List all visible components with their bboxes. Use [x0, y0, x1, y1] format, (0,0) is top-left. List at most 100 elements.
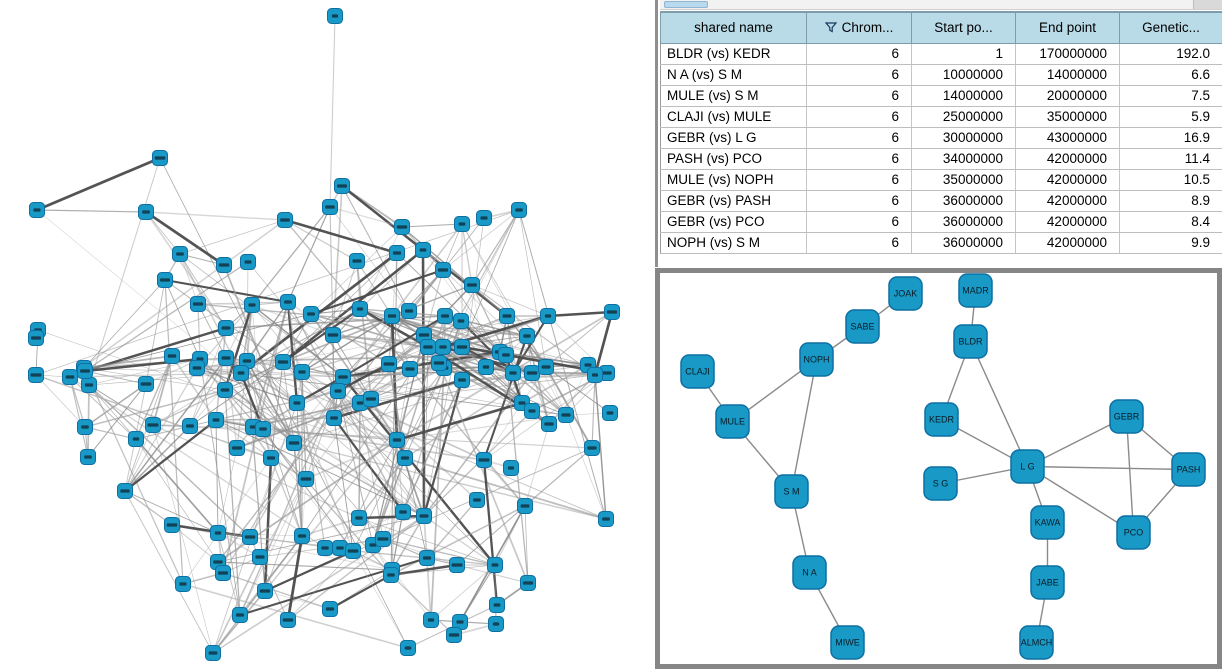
overview-network-node[interactable]: [62, 369, 78, 385]
overview-network-node[interactable]: [327, 8, 343, 24]
network-edge[interactable]: [215, 361, 284, 421]
network-edge[interactable]: [287, 550, 354, 621]
overview-network-node[interactable]: [453, 313, 469, 329]
network-edge[interactable]: [124, 424, 154, 492]
overview-network-node[interactable]: [489, 597, 505, 613]
overview-network-node[interactable]: [240, 254, 256, 270]
network-edge[interactable]: [310, 313, 390, 365]
network-edge[interactable]: [359, 374, 596, 404]
network-edge[interactable]: [282, 308, 361, 363]
network-edge[interactable]: [372, 457, 406, 546]
overview-network-node[interactable]: [584, 440, 600, 456]
overview-network-node[interactable]: [128, 431, 144, 447]
network-edge[interactable]: [333, 417, 398, 441]
network-edge[interactable]: [212, 556, 261, 654]
network-edge[interactable]: [547, 310, 613, 318]
overview-network-node[interactable]: [229, 440, 245, 456]
network-edge[interactable]: [305, 439, 398, 480]
network-edge[interactable]: [396, 401, 523, 442]
network-edge[interactable]: [124, 490, 214, 654]
network-edge[interactable]: [35, 209, 520, 376]
network-edge[interactable]: [342, 315, 446, 378]
overview-network-node[interactable]: [164, 348, 180, 364]
network-edge[interactable]: [36, 156, 161, 212]
overview-network-node[interactable]: [210, 525, 226, 541]
table-horizontal-scrollbar[interactable]: [660, 0, 1222, 10]
network-edge[interactable]: [296, 402, 303, 537]
detail-node-gebr[interactable]: GEBR: [1109, 399, 1144, 434]
network-edge[interactable]: [135, 355, 173, 440]
network-edge[interactable]: [293, 442, 607, 520]
network-edge[interactable]: [310, 308, 361, 315]
network-edge[interactable]: [301, 346, 429, 537]
overview-network-node[interactable]: [334, 178, 350, 194]
detail-edge-bldr-l-g[interactable]: [969, 341, 1029, 467]
network-edge[interactable]: [459, 564, 496, 623]
overview-network-node[interactable]: [263, 450, 279, 466]
network-edge[interactable]: [197, 303, 284, 363]
network-edge[interactable]: [461, 346, 523, 404]
network-edge[interactable]: [329, 206, 334, 336]
detail-node-miwe[interactable]: MIWE: [830, 625, 865, 660]
overview-network-node[interactable]: [294, 528, 310, 544]
network-edge[interactable]: [483, 459, 526, 507]
overview-network-node[interactable]: [446, 627, 462, 643]
network-edge[interactable]: [189, 327, 227, 427]
network-edge[interactable]: [456, 564, 529, 584]
network-edge[interactable]: [359, 372, 514, 404]
table-row[interactable]: PASH (vs) PCO 6 34000000 42000000 11.4: [660, 148, 1222, 170]
network-edge[interactable]: [270, 457, 303, 537]
table-row[interactable]: N A (vs) S M 6 10000000 14000000 6.6: [660, 64, 1222, 86]
network-edge[interactable]: [286, 535, 304, 621]
network-edge[interactable]: [396, 414, 567, 441]
overview-network-node[interactable]: [80, 449, 96, 465]
detail-node-s-g[interactable]: S G: [923, 466, 958, 501]
network-edge[interactable]: [259, 547, 326, 558]
detail-node-bldr[interactable]: BLDR: [953, 324, 988, 359]
network-edge[interactable]: [482, 459, 499, 606]
overview-network-node[interactable]: [317, 540, 333, 556]
overview-network-node[interactable]: [280, 612, 296, 628]
network-edge[interactable]: [332, 185, 343, 336]
overview-network-node[interactable]: [449, 557, 465, 573]
overview-network-node[interactable]: [540, 308, 556, 324]
network-edge[interactable]: [382, 457, 406, 540]
overview-network-node[interactable]: [28, 367, 44, 383]
overview-network-node[interactable]: [558, 407, 574, 423]
network-edge[interactable]: [84, 370, 147, 385]
network-edge[interactable]: [461, 223, 473, 286]
overview-network-node[interactable]: [389, 245, 405, 261]
overview-network-node[interactable]: [415, 242, 431, 258]
table-row[interactable]: MULE (vs) S M 6 14000000 20000000 7.5: [660, 85, 1222, 107]
overview-network-node[interactable]: [420, 339, 436, 355]
network-edge[interactable]: [305, 402, 361, 480]
detail-network-panel[interactable]: JOAK SABE NOPH CLAJI MULE S M N A MIWE MADR BLDR K…: [655, 268, 1222, 669]
overview-network-node[interactable]: [190, 296, 206, 312]
network-edge[interactable]: [215, 390, 339, 421]
network-edge[interactable]: [239, 478, 307, 616]
network-edge[interactable]: [401, 223, 463, 228]
overview-network-node[interactable]: [476, 210, 492, 226]
overview-network-node[interactable]: [277, 212, 293, 228]
overview-network-node[interactable]: [252, 549, 268, 565]
network-edge[interactable]: [124, 367, 198, 492]
network-edge[interactable]: [135, 438, 219, 534]
overview-network-node[interactable]: [454, 216, 470, 232]
network-edge[interactable]: [396, 269, 444, 441]
network-edge[interactable]: [423, 515, 432, 621]
overview-network-node[interactable]: [218, 320, 234, 336]
network-edge[interactable]: [252, 398, 372, 428]
overview-network-node[interactable]: [488, 616, 504, 632]
overview-network-node[interactable]: [524, 403, 540, 419]
table-row[interactable]: GEBR (vs) L G 6 30000000 43000000 16.9: [660, 127, 1222, 149]
overview-network-node[interactable]: [164, 517, 180, 533]
overview-network-node[interactable]: [511, 202, 527, 218]
network-edge[interactable]: [124, 419, 217, 492]
overview-network-node[interactable]: [514, 395, 530, 411]
network-edge[interactable]: [548, 374, 596, 425]
overview-network-node[interactable]: [395, 504, 411, 520]
network-edge[interactable]: [337, 390, 425, 517]
table-row[interactable]: GEBR (vs) PASH 6 36000000 42000000 8.9: [660, 190, 1222, 212]
network-edge[interactable]: [196, 367, 344, 378]
